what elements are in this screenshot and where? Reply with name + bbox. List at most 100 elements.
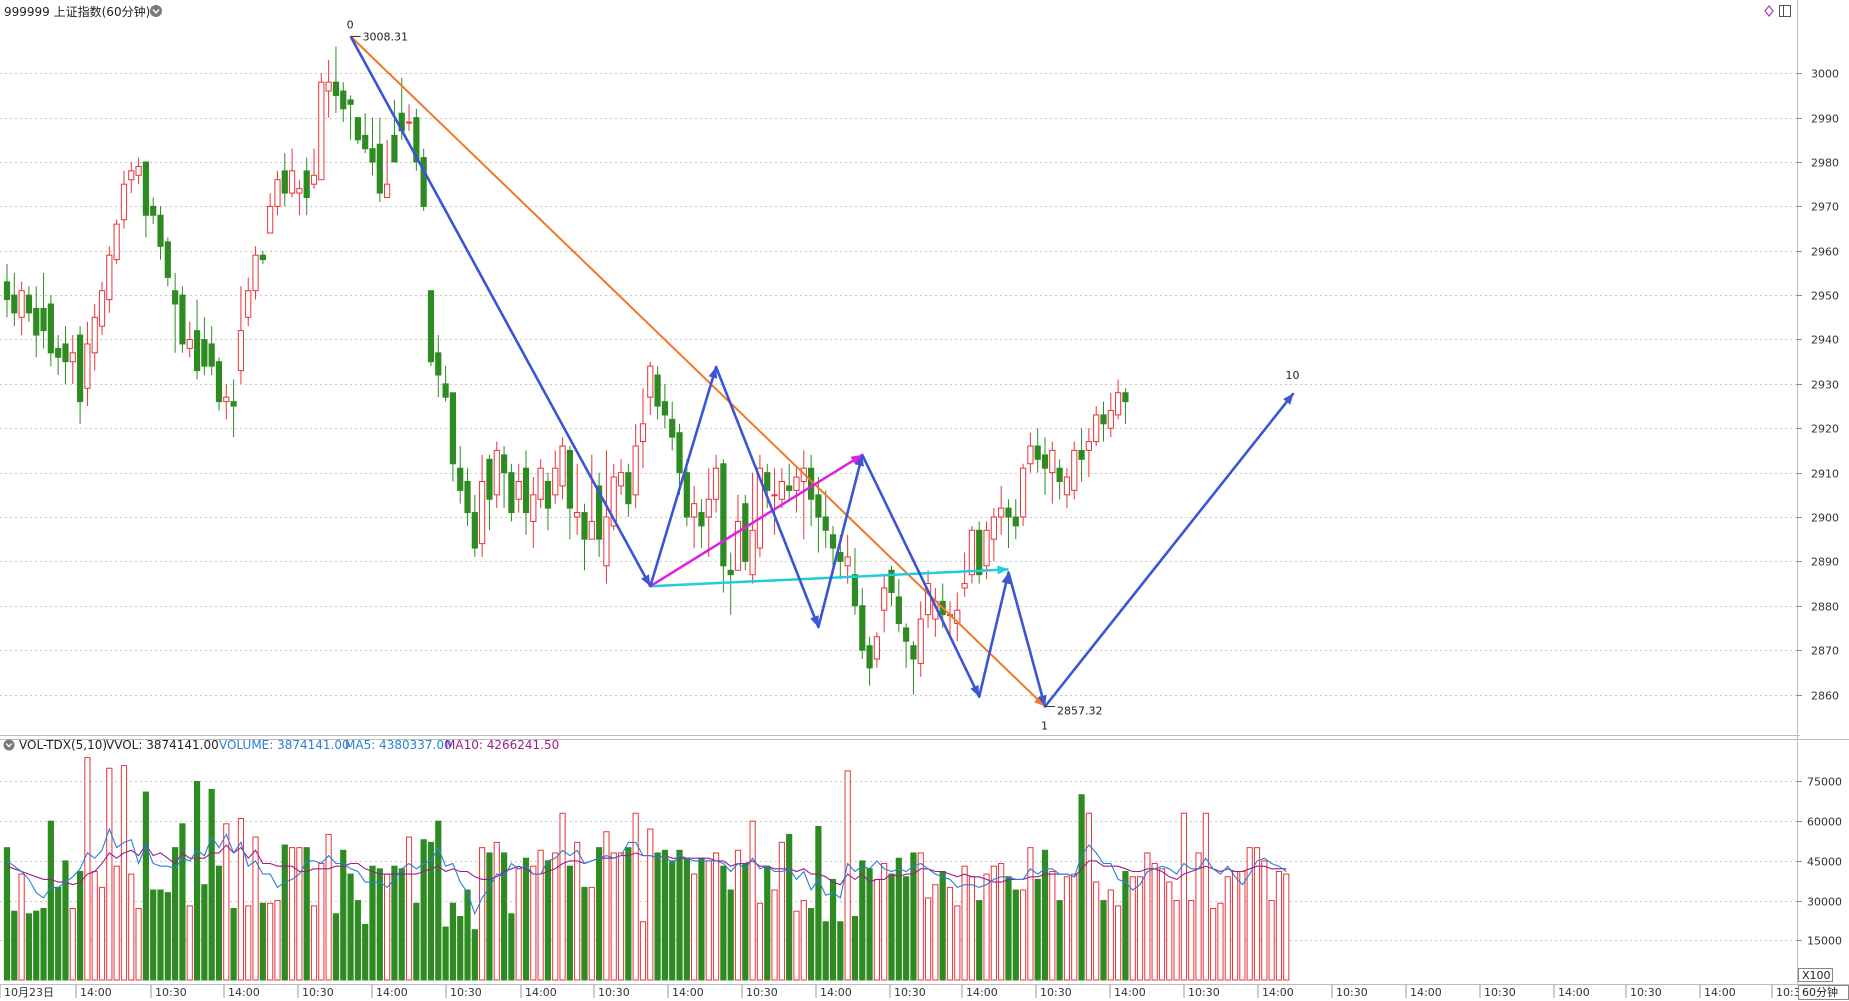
candle-body [193,330,201,372]
draw-tool-icon[interactable] [1764,5,1774,17]
volume-bar [442,926,449,981]
volume-bar [829,878,837,981]
volume-bar [552,852,559,981]
volume-bar [1093,881,1100,981]
volume-bar [566,865,573,981]
wave-line-blue-arrowhead [1037,694,1047,707]
candle-body [559,445,566,487]
indicator-name: VOL-TDX(5,10) [19,738,107,752]
volume-bar [33,910,40,981]
candle-body [340,90,347,110]
time-axis-label: 10:30 [1188,986,1220,999]
volume-bar [1056,900,1063,981]
candle-body [288,170,296,194]
volume-bar [1275,870,1283,981]
indicator-dropdown-button[interactable] [3,739,15,751]
candle-body [764,472,771,491]
volume-bar [1012,889,1019,981]
candle-body [625,472,632,505]
volume-bar [1158,868,1166,981]
wave-label-10: 10 [1286,369,1300,382]
volume-bar [537,849,544,981]
volume-bar [1041,849,1049,981]
volume-bar [515,868,522,981]
candle-body [669,418,676,438]
volume-bar [749,820,756,981]
volume-bar [245,905,252,981]
volume-bar [1217,902,1224,981]
volume-bar [164,892,171,981]
volume-bar [793,910,800,981]
candle-body [603,516,610,567]
candle-body [508,472,515,514]
candle-body [164,241,171,278]
price-tick-label: 2980 [1811,157,1839,170]
volume-bar [669,860,676,981]
title-dropdown-button[interactable] [150,5,162,17]
candle-body [632,445,639,496]
candle-body [223,396,230,403]
candle-body [705,498,712,518]
wave-label-1: 1 [1041,719,1048,732]
volume-bar [1283,873,1290,981]
volume-bar [588,886,595,981]
candle-body [544,481,552,509]
volume-bar [683,857,690,981]
chevron-down-icon [5,743,13,748]
volume-bar [106,767,113,981]
wave-line-blue-arrowhead [970,684,980,697]
volume-bar [340,849,347,981]
candle-body [859,605,866,651]
volume-bar [405,836,413,981]
candle-body [91,316,98,354]
candle-body [310,174,318,185]
candle-body [647,365,654,398]
volume-bar [1129,876,1136,981]
volume-bar [435,820,442,981]
volume-bar [581,886,588,981]
time-axis-label: 10:30 [450,986,482,999]
period-selector[interactable]: 60分钟 [1798,985,1849,1000]
volume-bar [69,908,76,981]
volume-bar [881,863,888,981]
volume-bar [288,847,296,981]
candle-body [69,352,76,363]
volume-bar [25,913,33,981]
volume-axis: 15000 30000 45000 60000 75000 [1797,776,1842,948]
time-axis-label: 10:30 [1484,986,1516,999]
candle-body [471,512,478,549]
volume-bar [632,812,639,981]
price-tick-label: 2910 [1811,468,1839,481]
candle-body [851,574,859,607]
price-tick-label: 2880 [1811,601,1839,614]
price-tick-label: 2950 [1811,290,1839,303]
candle-body [25,294,33,314]
price-tick-label: 3000 [1811,68,1839,81]
candle-body [106,254,113,301]
volume-bar [318,863,325,981]
volume-bar [873,878,880,981]
volume-bar [259,902,266,981]
volume-bar [413,902,420,981]
window-mode-icon[interactable] [1779,5,1791,17]
candle-body [186,339,193,349]
volume-bar [639,921,647,981]
wave-line-blue-arrowhead [855,454,864,467]
candle-body [1071,449,1078,491]
volume-bar [18,873,25,981]
candle-body [1078,449,1085,460]
candle-body [1005,507,1012,518]
volume-bar [596,847,603,981]
candle-body [281,170,288,194]
candle-body [822,516,829,531]
ma5-value: MA5: 4380337.00 [345,738,452,752]
candle-body [515,481,522,500]
volume-bar [296,847,303,981]
candle-body [976,529,983,576]
volume-bar [1261,860,1268,981]
time-axis-label: 14:00 [1114,986,1146,999]
candle-body [888,569,895,593]
wave-label-0: 0 [347,18,354,31]
candle-body [457,467,464,491]
